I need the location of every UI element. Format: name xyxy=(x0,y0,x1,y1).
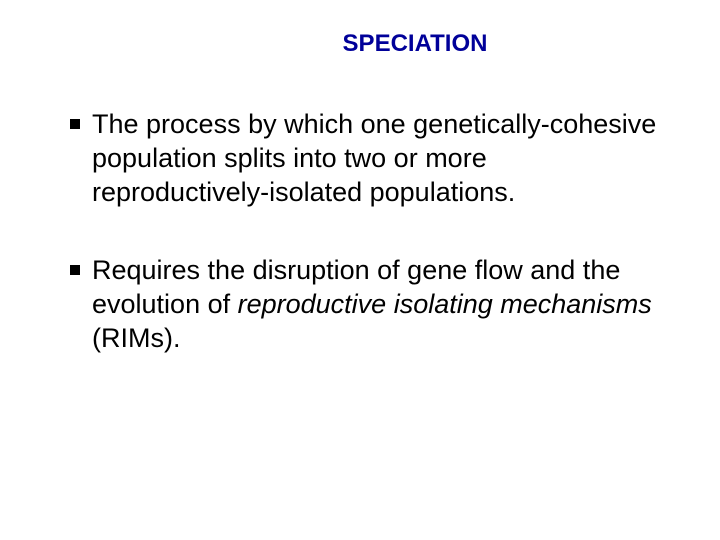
bullet-text-segment: reproductive isolating mechanisms xyxy=(238,289,652,319)
bullet-text-segment: The process by which one genetically-coh… xyxy=(92,109,656,207)
bullet-list: The process by which one genetically-coh… xyxy=(70,108,660,356)
bullet-item: Requires the disruption of gene flow and… xyxy=(70,254,660,355)
slide-container: SPECIATION The process by which one gene… xyxy=(0,0,720,540)
slide-title: SPECIATION xyxy=(70,30,660,58)
bullet-text-segment: (RIMs). xyxy=(92,323,180,353)
bullet-item: The process by which one genetically-coh… xyxy=(70,108,660,209)
